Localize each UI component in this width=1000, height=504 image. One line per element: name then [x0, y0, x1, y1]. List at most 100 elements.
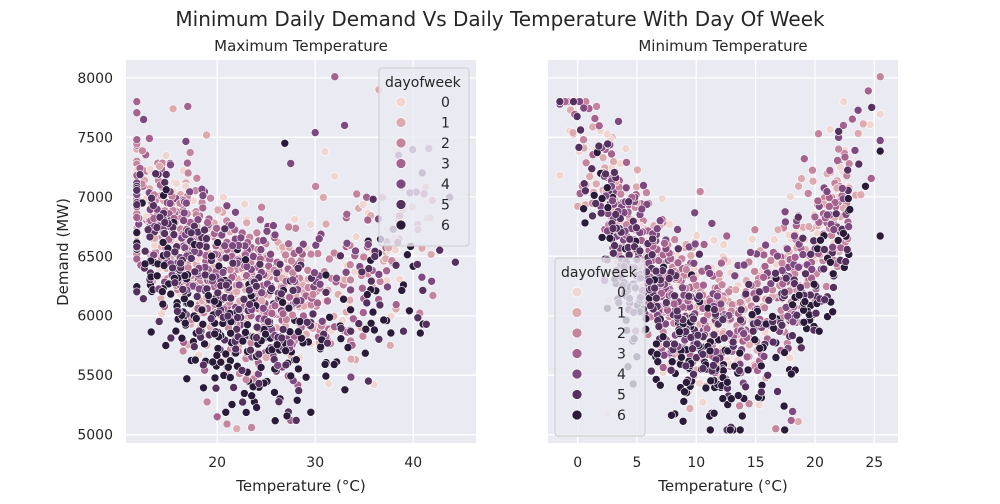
- data-point: [842, 245, 852, 254]
- data-point: [290, 215, 300, 224]
- x-tick-label: 30: [306, 455, 324, 471]
- data-point: [625, 234, 635, 244]
- data-point: [798, 234, 808, 243]
- data-point: [220, 224, 230, 234]
- data-point: [820, 295, 830, 305]
- data-point: [368, 307, 378, 317]
- data-point: [735, 401, 744, 411]
- data-point: [368, 195, 378, 204]
- data-point: [718, 315, 728, 324]
- x-tick-label: 20: [806, 455, 824, 471]
- data-point: [597, 194, 607, 203]
- data-point: [769, 235, 779, 244]
- panel-left-title: Maximum Temperature: [214, 37, 388, 55]
- data-point: [181, 137, 191, 146]
- data-point: [198, 319, 208, 329]
- data-point: [286, 371, 296, 381]
- data-point: [336, 334, 346, 344]
- data-point: [723, 377, 732, 387]
- data-point: [168, 104, 178, 114]
- data-point: [171, 326, 181, 336]
- data-point: [221, 253, 231, 263]
- data-point: [204, 291, 213, 300]
- data-point: [800, 297, 810, 306]
- data-point: [782, 244, 792, 254]
- data-point: [706, 376, 716, 386]
- legend-marker: [571, 307, 583, 318]
- data-point: [675, 327, 684, 337]
- data-point: [252, 322, 262, 332]
- legend-label: 3: [441, 157, 450, 173]
- data-point: [218, 268, 228, 277]
- data-point: [325, 312, 334, 322]
- data-point: [741, 289, 751, 299]
- data-point: [695, 249, 704, 259]
- data-point: [614, 117, 623, 126]
- data-point: [178, 346, 188, 356]
- data-point: [288, 275, 298, 285]
- data-point: [228, 241, 237, 250]
- data-point: [435, 245, 445, 255]
- data-point: [773, 251, 782, 261]
- panel-left-y-ticks: 5000 5500 6000 6500 7000 7500 8000: [77, 71, 113, 444]
- data-point: [294, 386, 304, 395]
- data-point: [154, 317, 164, 326]
- data-point: [686, 251, 696, 260]
- data-point: [261, 353, 271, 362]
- data-point: [207, 251, 216, 261]
- data-point: [771, 424, 781, 434]
- data-point: [801, 269, 810, 279]
- data-point: [746, 248, 755, 257]
- data-point: [200, 339, 209, 349]
- data-point: [222, 201, 232, 211]
- data-point: [375, 300, 385, 310]
- figure-title: Minimum Daily Demand Vs Daily Temperatur…: [175, 7, 825, 31]
- data-point: [587, 164, 597, 173]
- data-point: [839, 121, 848, 130]
- data-point: [698, 397, 708, 407]
- data-point: [233, 313, 242, 322]
- data-point: [875, 110, 885, 119]
- data-point: [844, 222, 854, 231]
- data-point: [329, 360, 339, 369]
- data-point: [798, 250, 808, 259]
- data-point: [273, 361, 283, 370]
- data-point: [257, 202, 266, 212]
- legend-label: 3: [617, 347, 626, 363]
- data-point: [786, 369, 796, 379]
- legend-label: 5: [441, 198, 450, 214]
- data-point: [579, 103, 589, 113]
- data-point: [684, 291, 694, 301]
- data-point: [766, 256, 776, 265]
- data-point: [751, 294, 761, 304]
- data-point: [258, 236, 268, 245]
- data-point: [648, 234, 657, 244]
- data-point: [655, 380, 665, 390]
- data-point: [725, 425, 735, 435]
- x-tick-label: 25: [865, 455, 883, 471]
- data-point: [719, 240, 729, 249]
- data-point: [278, 325, 288, 334]
- data-point: [132, 108, 142, 117]
- data-point: [591, 179, 601, 189]
- data-point: [221, 407, 231, 417]
- data-point: [621, 183, 631, 193]
- data-point: [763, 370, 773, 380]
- data-point: [370, 325, 379, 335]
- data-point: [306, 249, 316, 259]
- data-point: [781, 273, 791, 283]
- data-point: [689, 369, 698, 379]
- panel-right-title: Minimum Temperature: [638, 37, 807, 55]
- data-point: [764, 295, 774, 305]
- data-point: [293, 263, 303, 273]
- data-point: [192, 292, 202, 301]
- data-point: [336, 324, 346, 333]
- data-point: [748, 326, 758, 336]
- data-point: [214, 261, 224, 271]
- data-point: [555, 171, 565, 180]
- data-point: [639, 181, 648, 190]
- data-point: [286, 159, 296, 168]
- data-point: [596, 208, 606, 218]
- data-point: [170, 247, 180, 257]
- data-point: [794, 262, 803, 272]
